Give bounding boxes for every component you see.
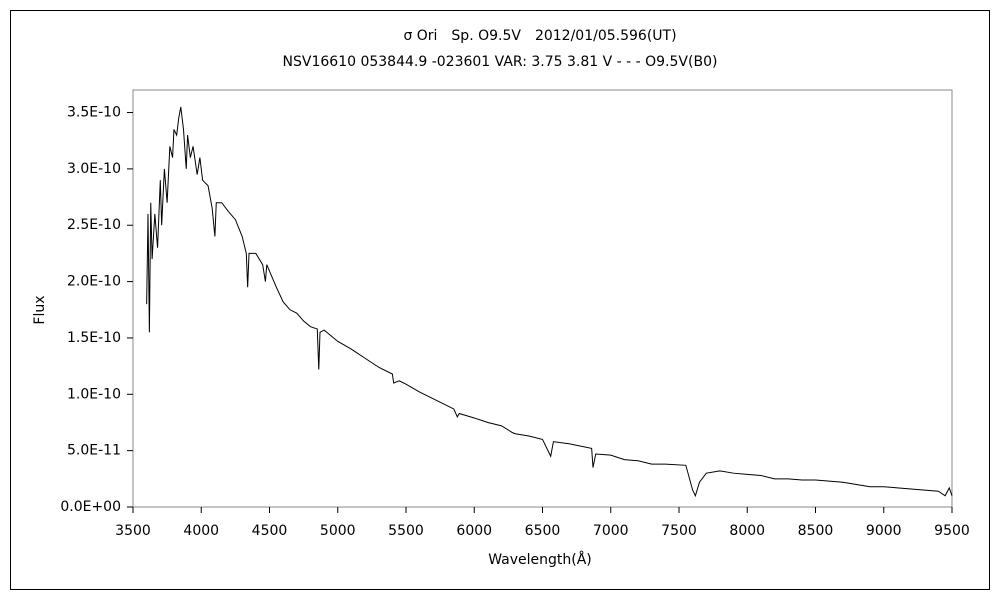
y-tick-label: 5.0E-11 bbox=[67, 443, 121, 459]
x-axis-title: Wavelength(Å) bbox=[488, 551, 592, 568]
chart-title: σ Ori Sp. O9.5V 2012/01/05.596(UT) bbox=[403, 28, 676, 44]
x-tick-label: 4000 bbox=[183, 523, 219, 539]
y-tick-label: 0.0E+00 bbox=[60, 499, 121, 515]
x-tick-label: 5000 bbox=[320, 523, 356, 539]
x-tick-label: 6500 bbox=[525, 523, 561, 539]
y-tick-label: 2.5E-10 bbox=[67, 217, 121, 233]
x-tick-label: 5500 bbox=[388, 523, 424, 539]
chart-subtitle: NSV16610 053844.9 -023601 VAR: 3.75 3.81… bbox=[283, 54, 718, 70]
y-tick-label: 1.0E-10 bbox=[67, 386, 121, 402]
x-tick-label: 3500 bbox=[115, 523, 151, 539]
spectrum-line bbox=[146, 106, 953, 498]
y-axis-title: Flux bbox=[32, 295, 48, 324]
y-tick-label: 3.5E-10 bbox=[67, 105, 121, 121]
x-tick-label: 8000 bbox=[729, 523, 765, 539]
x-tick-label: 6000 bbox=[456, 523, 492, 539]
x-tick-label: 7500 bbox=[661, 523, 697, 539]
x-tick-label: 4500 bbox=[252, 523, 288, 539]
y-tick-label: 3.0E-10 bbox=[67, 161, 121, 177]
y-tick-label: 2.0E-10 bbox=[67, 274, 121, 290]
y-tick-label: 1.5E-10 bbox=[67, 330, 121, 346]
x-tick-label: 9000 bbox=[866, 523, 902, 539]
plot-frame bbox=[132, 89, 953, 508]
x-tick-label: 8500 bbox=[798, 523, 834, 539]
chart-border bbox=[10, 10, 990, 590]
x-tick-label: 7000 bbox=[593, 523, 629, 539]
x-tick-label: 9500 bbox=[934, 523, 970, 539]
